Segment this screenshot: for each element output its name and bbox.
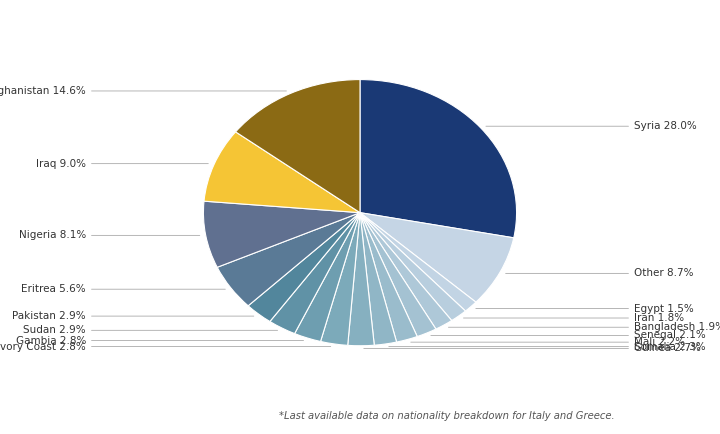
Text: Iran 1.8%: Iran 1.8%: [464, 313, 684, 323]
Text: Somalia 2.3%: Somalia 2.3%: [389, 342, 706, 352]
Text: Sudan 2.9%: Sudan 2.9%: [23, 326, 278, 335]
Wedge shape: [204, 201, 360, 267]
Wedge shape: [270, 213, 360, 334]
Wedge shape: [360, 213, 465, 321]
Text: Afghanistan 14.6%: Afghanistan 14.6%: [0, 86, 287, 96]
Wedge shape: [360, 79, 516, 238]
Wedge shape: [294, 213, 360, 342]
Text: Guinea 2.7%: Guinea 2.7%: [364, 343, 701, 353]
Wedge shape: [235, 79, 360, 213]
Text: Gambia 2.8%: Gambia 2.8%: [16, 335, 304, 345]
Wedge shape: [217, 213, 360, 306]
Wedge shape: [204, 132, 360, 213]
Text: Mali 2.2%: Mali 2.2%: [410, 337, 685, 347]
Text: Senegal 2.1%: Senegal 2.1%: [431, 330, 706, 340]
Text: Syria 28.0%: Syria 28.0%: [486, 121, 697, 131]
Wedge shape: [360, 213, 436, 336]
Text: Eritrea 5.6%: Eritrea 5.6%: [22, 284, 225, 294]
Wedge shape: [360, 213, 514, 302]
Text: Ivory Coast 2.8%: Ivory Coast 2.8%: [0, 342, 330, 352]
Text: Iraq 9.0%: Iraq 9.0%: [36, 159, 208, 169]
Text: Bangladesh 1.9%: Bangladesh 1.9%: [449, 322, 720, 332]
Wedge shape: [360, 213, 451, 329]
Text: Pakistan 2.9%: Pakistan 2.9%: [12, 311, 253, 321]
Wedge shape: [348, 213, 374, 346]
Wedge shape: [248, 213, 360, 322]
Text: Other 8.7%: Other 8.7%: [505, 268, 693, 278]
Text: *Last available data on nationality breakdown for Italy and Greece.: *Last available data on nationality brea…: [279, 411, 614, 421]
Text: Nigeria 8.1%: Nigeria 8.1%: [19, 230, 199, 240]
Text: Egypt 1.5%: Egypt 1.5%: [476, 303, 694, 314]
Wedge shape: [360, 213, 397, 345]
Wedge shape: [360, 213, 417, 342]
Wedge shape: [320, 213, 360, 345]
Wedge shape: [360, 213, 476, 311]
